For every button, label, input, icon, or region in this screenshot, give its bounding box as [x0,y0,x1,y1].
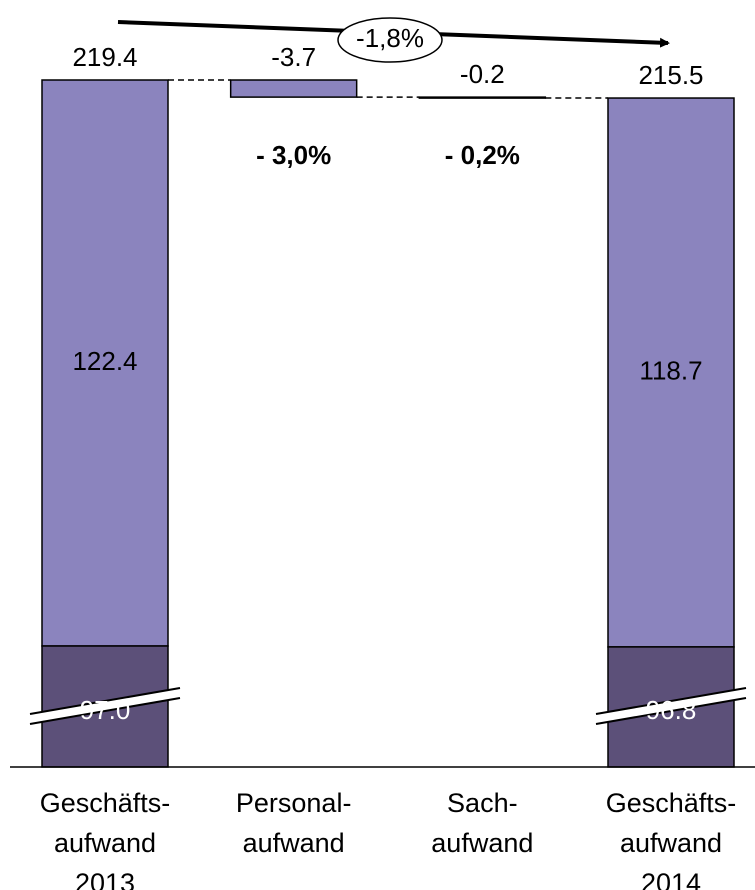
value-label: -0.2 [460,59,505,89]
bar-segment [41,79,169,647]
x-tick-label: Geschäfts- [40,788,171,818]
value-label: -3.7 [271,42,316,72]
axis-break [30,688,180,724]
segment-label: 96.8 [646,695,697,725]
x-tick-label: Geschäfts- [606,788,737,818]
segment-label: 122.4 [72,346,137,376]
bar [229,79,358,98]
x-tick-label: aufwand [620,828,722,858]
change-label: - 0,2% [445,140,520,170]
x-tick-label: Sach- [447,788,518,818]
change-label: - 3,0% [256,140,331,170]
bar [418,96,547,99]
segment-label: 97.0 [80,695,131,725]
axis-break-edge [595,697,747,725]
value-label: 219.4 [72,42,137,72]
axis-break-edge [595,687,747,715]
x-tick-label: 2014 [641,868,701,890]
axis-break-edge [29,697,181,725]
segment-label: 118.7 [639,355,702,385]
x-tick-label: aufwand [54,828,156,858]
total-change-label: -1,8% [356,23,424,53]
change-bubble [337,17,443,63]
x-tick-label: aufwand [243,828,345,858]
x-tick-label: Personal- [236,788,352,818]
axis-break [596,688,746,724]
value-label: 215.5 [638,60,703,90]
x-tick-label: aufwand [431,828,533,858]
x-tick-label: 2013 [75,868,135,890]
axis-break-edge [29,687,181,715]
